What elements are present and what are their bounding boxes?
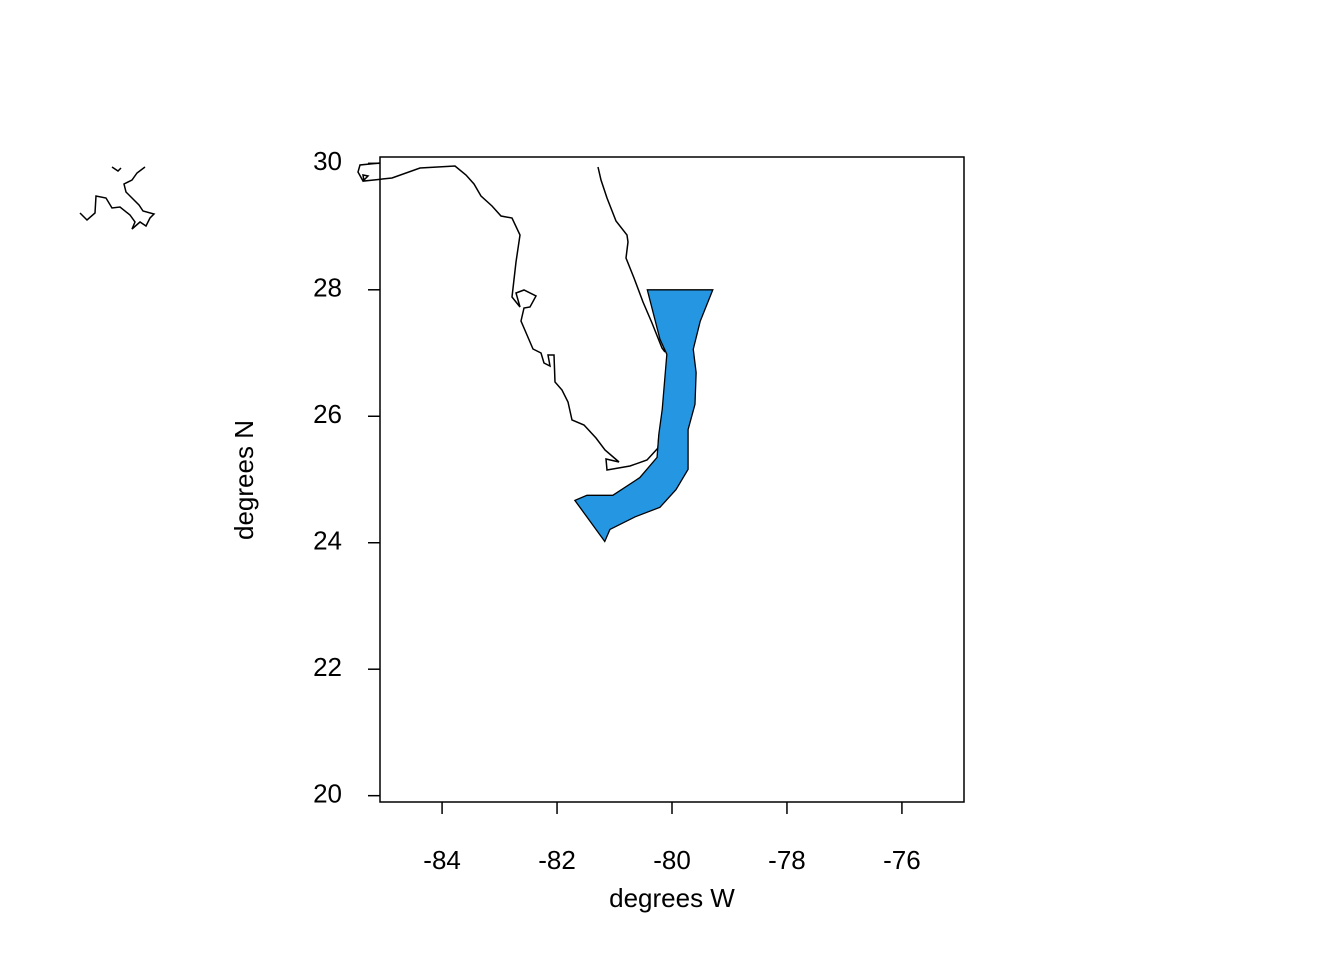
- y-axis-label: degrees N: [229, 420, 259, 540]
- coast-fragment: [79, 166, 156, 230]
- east-coast: [597, 166, 666, 353]
- west-coast: [357, 162, 660, 471]
- x-axis-label: degrees W: [609, 883, 735, 913]
- y-tick-label: 26: [313, 399, 342, 429]
- x-tick-label: -82: [538, 845, 576, 875]
- x-tick-label: -78: [768, 845, 806, 875]
- y-tick-label: 20: [313, 779, 342, 809]
- y-tick-label: 30: [313, 146, 342, 176]
- coastline: [79, 162, 666, 471]
- x-tick-label: -76: [883, 845, 921, 875]
- x-tick-label: -80: [653, 845, 691, 875]
- region: [573, 289, 714, 543]
- x-tick-label: -84: [423, 845, 461, 875]
- y-tick-label: 22: [313, 652, 342, 682]
- coast-fragment: [111, 166, 122, 172]
- y-tick-label: 24: [313, 526, 342, 556]
- y-tick-label: 28: [313, 273, 342, 303]
